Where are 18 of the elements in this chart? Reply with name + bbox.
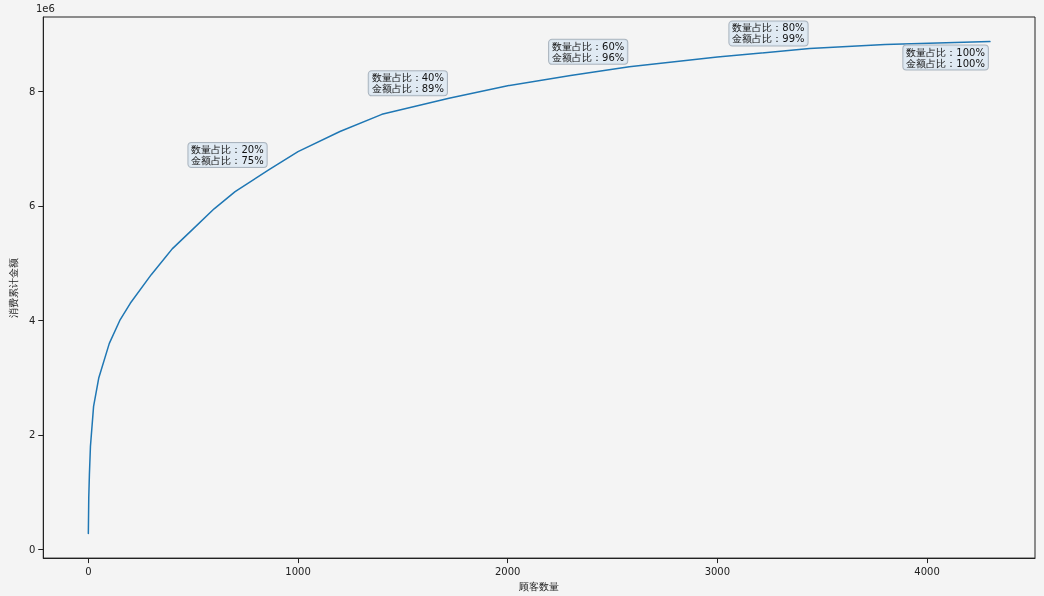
x-axis-title: 顾客数量 [519, 580, 560, 592]
text: 1e6 [36, 2, 55, 14]
y-tick-label: 2 [28, 429, 36, 441]
x-tick-label: 2000 [494, 565, 521, 577]
y-tick-label: 8 [28, 85, 36, 97]
y-tick-label: 6 [28, 200, 36, 212]
annotation: 数量占比：60% 金额占比：96% [552, 40, 625, 63]
annotation: 数量占比：20% 金额占比：75% [191, 143, 264, 166]
x-tick-label: 1000 [285, 565, 311, 577]
annotation: 数量占比：80% 金额占比：99% [732, 22, 805, 45]
y-tick-label: 4 [28, 314, 36, 326]
x-tick-label: 4000 [914, 565, 940, 577]
y-axis-title: 消费累计金额 [7, 257, 19, 318]
x-tick-label: 0 [85, 565, 92, 577]
x-tick-label: 3000 [704, 565, 731, 577]
y-tick-label: 0 [28, 544, 36, 556]
annotation: 数量占比：40% 金额占比：89% [371, 72, 444, 95]
annotation: 数量占比：100% 金额占比：100% [906, 46, 985, 69]
